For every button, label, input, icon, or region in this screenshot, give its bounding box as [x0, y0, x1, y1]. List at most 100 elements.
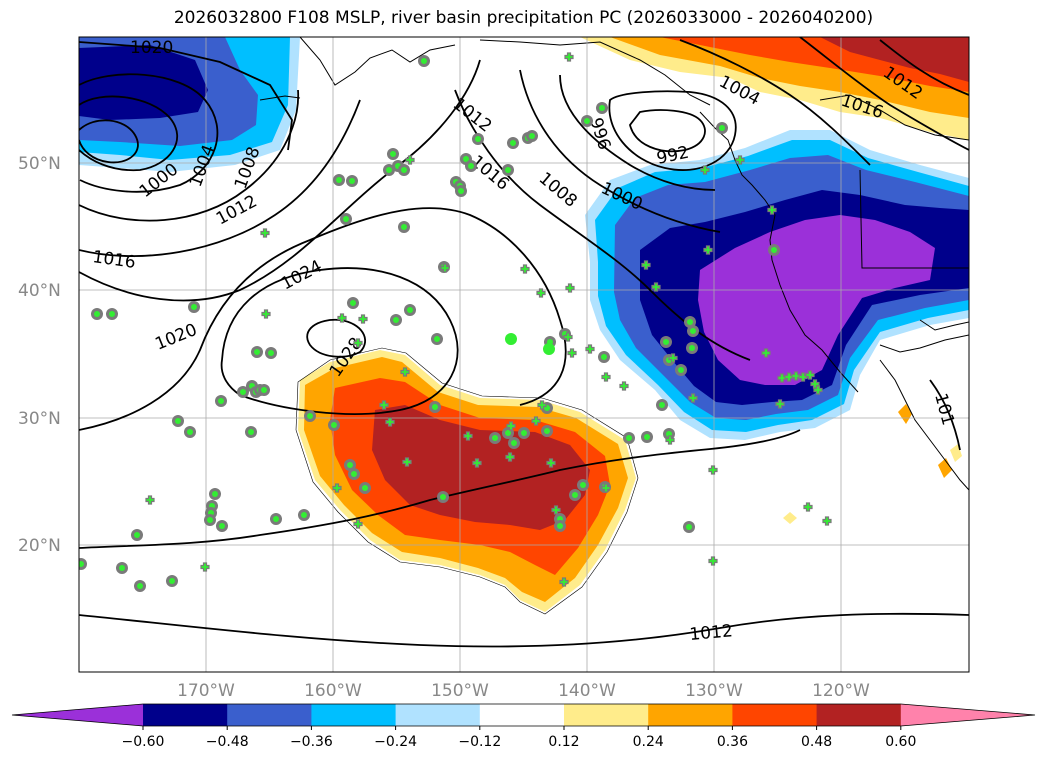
colorbar-extend-low: [12, 704, 143, 726]
station-marker-dot-center: [109, 311, 115, 317]
station-marker-dot-center: [572, 492, 578, 498]
station-marker-dot-center: [557, 523, 563, 529]
station-marker-dot-center: [663, 339, 669, 345]
station-marker-dot-center: [350, 300, 356, 306]
station-marker-plus: [440, 263, 450, 273]
colorbar-tick-label: 0.48: [801, 734, 832, 750]
station-marker-dot-center: [440, 494, 446, 500]
station-marker-dot-center: [584, 118, 590, 124]
station-marker-dot-center: [248, 429, 254, 435]
station-marker-plus: [798, 372, 808, 382]
station-marker-plus: [767, 205, 777, 215]
station-marker-dot-center: [390, 151, 396, 157]
station-marker-dot-center: [301, 512, 307, 518]
colorbar-tick-label: −0.60: [122, 734, 165, 750]
station-marker-plus: [402, 457, 412, 467]
station-marker-plus: [506, 421, 516, 431]
lon-label: 140°W: [558, 681, 616, 701]
station-marker-dot-center: [175, 418, 181, 424]
station-marker-dot-center: [434, 336, 440, 342]
station-marker-dot-center: [134, 532, 140, 538]
colorbar-tick-label: −0.48: [206, 734, 249, 750]
station-marker-plus: [332, 483, 342, 493]
colorbar-segment: [311, 704, 397, 726]
station-marker-plus: [531, 416, 541, 426]
station-marker-plus: [813, 385, 823, 395]
colorbar-tick-label: −0.12: [458, 734, 501, 750]
station-marker-plus: [567, 348, 577, 358]
station-marker-green: [505, 333, 517, 345]
station-marker-dot-center: [421, 58, 427, 64]
station-marker-dot-center: [463, 156, 469, 162]
station-marker-dot-center: [544, 428, 550, 434]
station-marker-plus: [551, 505, 561, 515]
station-marker-dot-center: [254, 349, 260, 355]
station-marker-dot-center: [351, 471, 357, 477]
station-marker-dot-center: [212, 491, 218, 497]
station-marker-dot-center: [407, 307, 413, 313]
station-marker-dot-center: [521, 430, 527, 436]
colorbar-segment: [227, 704, 312, 726]
colorbar-tick-label: 0.36: [717, 734, 748, 750]
map-plot-area: 1020 1000 1004 1008 1012 1016 1020 1024 …: [79, 37, 969, 672]
station-marker-dot-center: [261, 387, 267, 393]
station-marker-dot-center: [401, 167, 407, 173]
colorbar-segment: [648, 704, 733, 726]
station-marker-dot-center: [137, 583, 143, 589]
station-marker-green: [543, 343, 555, 355]
station-marker-plus: [641, 260, 651, 270]
station-marker-dot-center: [719, 125, 725, 131]
station-marker-plus: [563, 332, 573, 342]
station-marker-dot-center: [678, 367, 684, 373]
station-marker-plus: [385, 417, 395, 427]
coastlines: [259, 37, 969, 491]
station-marker-dot-center: [686, 524, 692, 530]
station-marker-dot-center: [690, 328, 696, 334]
lon-label: 150°W: [431, 681, 489, 701]
station-marker-dot-center: [601, 354, 607, 360]
station-marker-dot-center: [119, 565, 125, 571]
station-marker-plus: [353, 519, 363, 529]
colorbar-segment: [143, 704, 228, 726]
colorbar-tick-label: 0.24: [633, 734, 664, 750]
colorbar-segment: [395, 704, 481, 726]
station-marker-dot-center: [644, 434, 650, 440]
station-marker-plus: [761, 348, 771, 358]
station-marker-plus: [546, 458, 556, 468]
station-marker-dot-center: [240, 389, 246, 395]
station-marker-dot-center: [599, 105, 605, 111]
lon-label: 170°W: [177, 681, 235, 701]
station-marker-dot-center: [343, 216, 349, 222]
station-marker-plus: [688, 393, 698, 403]
station-marker-plus: [200, 562, 210, 572]
station-marker-plus: [520, 264, 530, 274]
contour-label: 1012: [689, 621, 734, 645]
station-marker-dot-center: [475, 136, 481, 142]
station-marker-dot-center: [510, 140, 516, 146]
colorbar-tick-label: −0.36: [290, 734, 333, 750]
station-marker-dot-center: [191, 304, 197, 310]
station-marker-dot-center: [207, 517, 213, 523]
colorbar-segment: [732, 704, 818, 726]
colorbar-tick-label: 0.60: [885, 734, 916, 750]
station-marker-dot-center: [94, 311, 100, 317]
lat-label: 50°N: [18, 154, 61, 174]
station-marker-plus: [708, 465, 718, 475]
station-marker-plus: [145, 495, 155, 505]
station-marker-plus: [703, 245, 713, 255]
station-marker-dot-center: [336, 177, 342, 183]
station-marker-dot-center: [219, 523, 225, 529]
station-marker-dot-center: [505, 167, 511, 173]
station-marker-plus: [537, 400, 547, 410]
station-marker-plus: [805, 370, 815, 380]
station-marker-plus: [803, 502, 813, 512]
station-marker-dot-center: [687, 319, 693, 325]
station-marker-dot-center: [218, 398, 224, 404]
colorbar: −0.60 −0.48 −0.36 −0.24 −0.12 0.12 0.24 0.36 0.4…: [11, 703, 1036, 750]
station-marker-plus: [463, 431, 473, 441]
lat-label: 30°N: [18, 409, 61, 429]
station-marker-plus: [353, 338, 363, 348]
station-marker-plus: [472, 458, 482, 468]
contour-label: 1020: [130, 38, 173, 58]
